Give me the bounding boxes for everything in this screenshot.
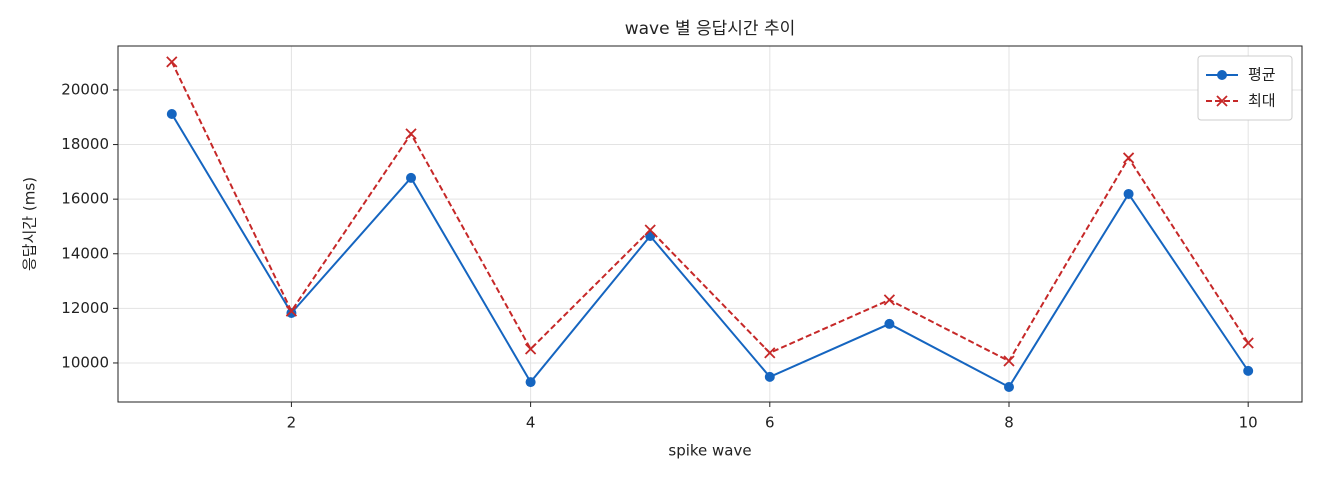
marker [1003,381,1014,392]
marker [525,377,536,388]
marker [1242,337,1254,349]
marker [1243,365,1254,376]
legend-label: 최대 [1248,92,1276,110]
legend-box [1197,55,1293,121]
y-tick-label: 14000 [61,244,109,262]
marker [405,128,417,140]
y-tick-label: 18000 [61,135,109,153]
x-tick-label: 6 [765,414,775,432]
series-line [170,113,1250,389]
marker [524,343,537,355]
marker [884,318,895,329]
marker [1122,152,1135,164]
marker [1123,188,1134,199]
marker [166,56,178,68]
x-tick-label: 2 [287,414,297,432]
marker [166,108,177,119]
x-axis-label: spike wave [668,442,751,460]
x-tick-label: 4 [526,414,536,432]
plot-frame [117,45,1303,403]
marker [764,371,775,382]
marker [286,308,297,318]
marker [1003,355,1015,367]
marker [285,305,298,317]
y-tick-label: 12000 [61,299,109,317]
chart-title: wave 별 응답시간 추이 [625,19,796,39]
marker [883,294,896,306]
y-axis-label: 응답시간 (ms) [21,177,39,271]
marker [644,224,656,236]
marker [1216,95,1228,107]
marker [764,347,776,359]
legend-label: 평균 [1248,66,1276,84]
marker [1217,70,1227,80]
x-tick-label: 8 [1004,414,1014,432]
y-tick-label: 16000 [61,190,109,208]
y-tick-label: 20000 [61,80,109,98]
x-tick-label: 10 [1239,414,1258,432]
y-tick-label: 10000 [61,353,109,371]
series-line [170,61,1250,363]
marker [406,172,417,183]
